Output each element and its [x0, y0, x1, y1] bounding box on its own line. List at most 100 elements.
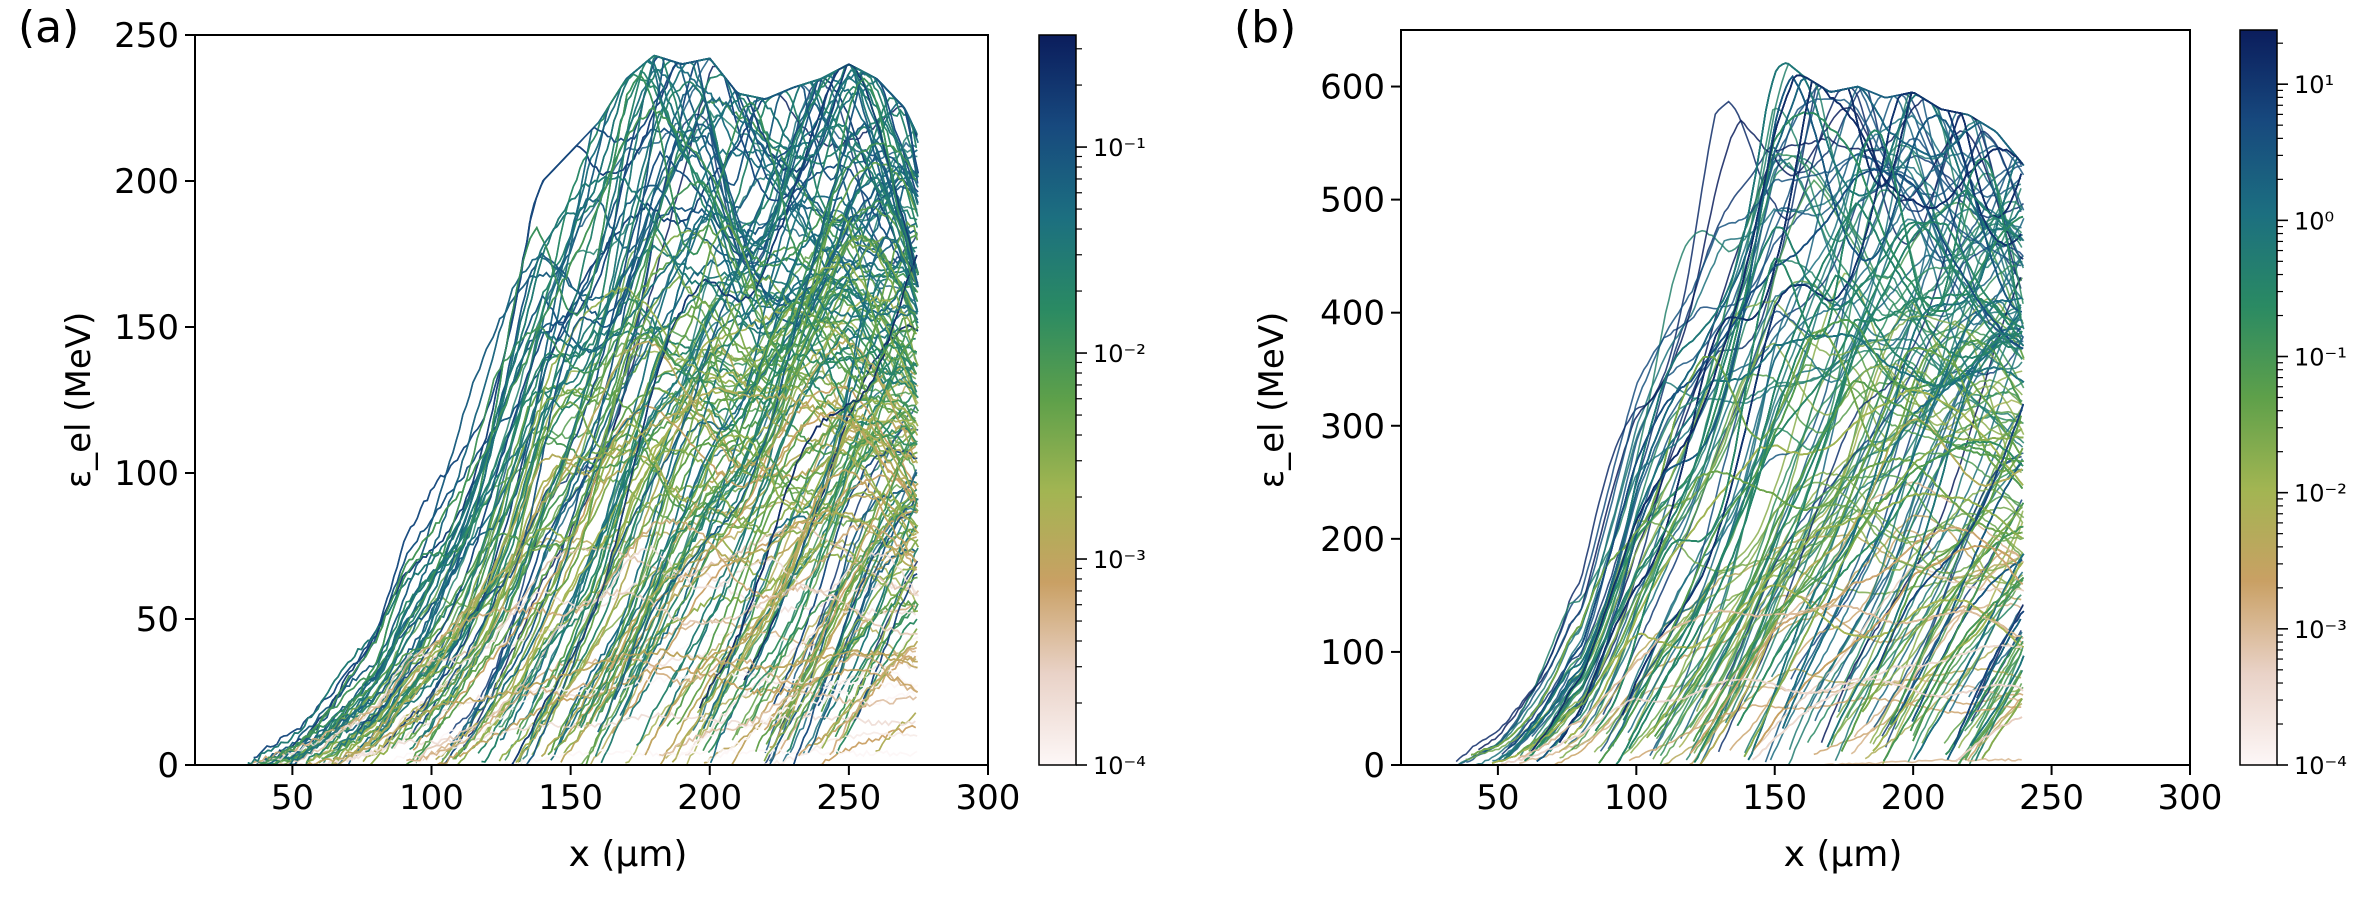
x-tick-label: 250 — [2019, 778, 2084, 818]
trajectory-line — [1545, 85, 2022, 743]
trajectory-line — [1964, 642, 2023, 761]
trajectory-line — [1536, 74, 2023, 763]
trajectory-line — [1913, 553, 2025, 760]
trajectory-line — [334, 59, 917, 765]
trajectory-line — [1894, 507, 2022, 730]
trajectory-line — [1593, 471, 2024, 753]
panel-b-x-ticks: 50 100 150 200 250 300 — [1476, 765, 2222, 818]
panel-b: (b) 50 100 150 200 250 300 0 100 200 300 400 500 60… — [1234, 2, 2347, 875]
panel-a-y-axis-label: ε_el (MeV) — [59, 312, 99, 489]
trajectory-line — [258, 106, 918, 764]
trajectory-line — [453, 213, 919, 759]
trajectory-line — [247, 123, 917, 765]
trajectory-line — [412, 584, 918, 759]
trajectory-line — [700, 394, 919, 710]
trajectory-line — [613, 121, 919, 700]
trajectory-line — [511, 63, 917, 765]
trajectory-line — [1736, 440, 2024, 727]
trajectory-line — [400, 670, 919, 765]
trajectory-line — [1887, 462, 2023, 731]
y-tick-label: 300 — [1320, 407, 1385, 447]
trajectory-line — [698, 262, 917, 718]
trajectory-line — [1617, 508, 2025, 761]
trajectory-line — [1953, 610, 2025, 745]
trajectory-line — [1969, 655, 2025, 746]
colorbar-tick-label: 10⁻¹ — [1093, 134, 1146, 162]
trajectory-line — [1629, 516, 2024, 754]
trajectory-line — [1605, 364, 2022, 735]
trajectory-line — [1876, 403, 2025, 671]
panel-b-colorbar-bar — [2239, 29, 2278, 766]
trajectory-line — [1693, 221, 2024, 763]
trajectory-line — [644, 468, 917, 756]
colorbar-tick-label: 10¹ — [2294, 71, 2334, 99]
trajectory-line — [1524, 111, 2024, 762]
trajectory-line — [813, 640, 919, 745]
colorbar-tick-label: 10⁻⁴ — [1093, 752, 1146, 780]
trajectory-line — [1701, 189, 2022, 699]
trajectory-line — [1955, 716, 2023, 763]
trajectory-line — [1549, 221, 2022, 730]
trajectory-line — [1627, 152, 2025, 734]
trajectory-line — [469, 747, 918, 765]
panel-b-x-axis-label: x (μm) — [1784, 834, 1903, 875]
trajectory-line — [1783, 310, 2022, 709]
panel-a-trajectories — [245, 54, 920, 765]
trajectory-line — [636, 343, 918, 747]
trajectory-line — [1701, 347, 2022, 742]
trajectory-line — [1747, 156, 2022, 761]
trajectory-line — [1840, 415, 2022, 752]
trajectory-line — [1563, 388, 2024, 744]
trajectory-line — [540, 509, 917, 758]
trajectory-line — [834, 600, 917, 738]
x-tick-label: 300 — [2158, 778, 2223, 818]
panel-b-y-ticks: 0 100 200 300 400 500 600 — [1320, 68, 1401, 786]
trajectory-line — [1826, 332, 2025, 748]
trajectory-line — [819, 488, 918, 690]
trajectory-line — [1764, 257, 2023, 763]
panel-b-colorbar: 10⁻⁴ 10⁻³ 10⁻² 10⁻¹ 10⁰ 10¹ — [2239, 29, 2347, 780]
panel-b-axes-frame — [1400, 29, 2191, 766]
trajectory-line — [259, 180, 919, 765]
trajectory-line — [1662, 667, 2022, 765]
panel-b-plot-area — [1400, 29, 2191, 766]
trajectory-line — [749, 420, 918, 693]
panel-b-label: (b) — [1234, 2, 1296, 53]
trajectory-line — [772, 446, 918, 706]
trajectory-line — [404, 232, 917, 744]
colorbar-tick-label: 10⁰ — [2294, 207, 2334, 235]
colorbar-tick-label: 10⁻³ — [1093, 546, 1146, 574]
trajectory-line — [1653, 172, 2024, 729]
trajectory-line — [786, 498, 918, 753]
trajectory-line — [306, 648, 918, 765]
trajectory-line — [560, 185, 920, 736]
trajectory-line — [699, 254, 918, 709]
trajectory-line — [1602, 154, 2023, 715]
trajectory-line — [449, 195, 919, 746]
x-tick-label: 200 — [677, 778, 742, 818]
x-tick-label: 50 — [271, 778, 314, 818]
trajectory-line — [578, 344, 917, 727]
trajectory-line — [498, 535, 918, 762]
trajectory-line — [747, 389, 916, 675]
trajectory-line — [473, 75, 919, 711]
trajectory-line — [1621, 91, 2022, 716]
trajectory-line — [1907, 594, 2022, 763]
trajectory-line — [1813, 692, 2024, 756]
panel-a: (a) 50 100 150 200 250 300 0 50 100 150 200 250 x … — [18, 2, 1146, 875]
panel-a-colorbar-bar — [1038, 34, 1077, 766]
trajectory-line — [618, 276, 918, 704]
panel-b-trajectories — [1454, 62, 2025, 765]
x-tick-label: 50 — [1476, 778, 1519, 818]
trajectory-line — [1975, 604, 2024, 699]
trajectory-line — [481, 299, 916, 763]
trajectory-line — [1507, 168, 2024, 749]
trajectory-line — [875, 712, 917, 752]
trajectory-line — [1519, 299, 2023, 742]
trajectory-line — [1782, 297, 2023, 729]
trajectory-line — [1615, 274, 2022, 765]
trajectory-line — [1578, 91, 2022, 729]
trajectory-line — [1745, 298, 2023, 711]
panel-a-x-ticks: 50 100 150 200 250 300 — [271, 765, 1020, 818]
panel-b-colorbar-ticks: 10⁻⁴ 10⁻³ 10⁻² 10⁻¹ 10⁰ 10¹ — [2277, 42, 2347, 780]
